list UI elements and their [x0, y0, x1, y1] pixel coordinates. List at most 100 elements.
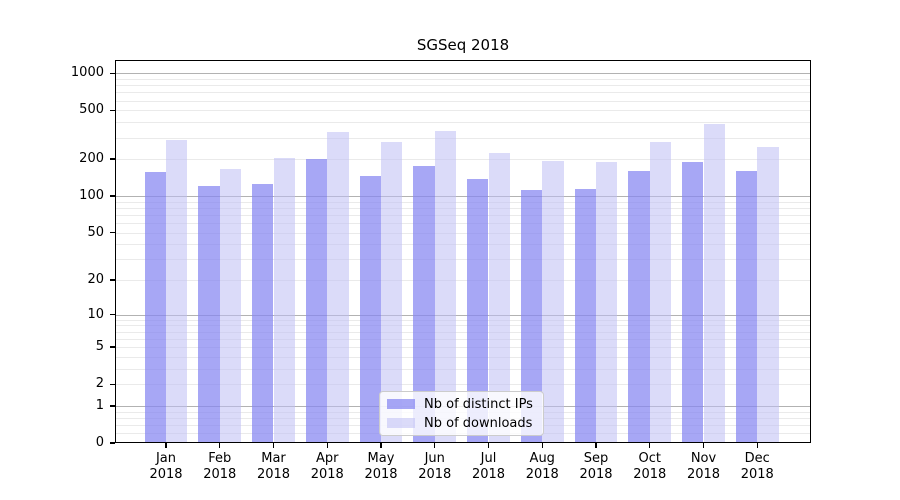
y-tick-mark-2 — [110, 383, 115, 385]
x-tick-label-aug: Aug 2018 — [514, 451, 570, 483]
bar-downloads-jan — [166, 140, 188, 443]
gridline-major-100 — [115, 195, 811, 198]
y-tick-mark-200 — [110, 158, 115, 160]
x-tick-label-dec: Dec 2018 — [729, 451, 785, 483]
y-tick-mark-1000 — [110, 72, 115, 74]
x-tick-year-may: 2018 — [364, 467, 398, 482]
x-tick-mark-jun — [434, 443, 436, 448]
y-tick-label-10: 10 — [87, 306, 104, 322]
gridline-minor-300 — [115, 137, 811, 139]
bar-downloads-jun — [434, 130, 457, 443]
gridline-minor-30 — [115, 259, 811, 261]
x-tick-mark-aug — [541, 443, 543, 448]
x-tick-year-nov: 2018 — [686, 467, 721, 482]
x-tick-year-jul: 2018 — [471, 467, 506, 482]
bar-distinct-ips-may — [359, 175, 381, 443]
chart-title: SGSeq 2018 — [416, 36, 510, 54]
bar-distinct-ips-apr — [305, 159, 328, 443]
y-tick-mark-0 — [110, 442, 115, 444]
gridline-minor-500 — [115, 110, 811, 112]
x-tick-label-apr: Apr 2018 — [299, 451, 355, 483]
y-tick-label-20: 20 — [87, 272, 104, 288]
x-tick-label-jan: Jan 2018 — [138, 451, 194, 483]
y-tick-mark-100 — [110, 195, 115, 197]
gridline-minor-60 — [115, 222, 811, 224]
x-tick-mark-may — [380, 443, 382, 448]
bar-downloads-oct — [649, 141, 672, 443]
bar-downloads-aug — [542, 161, 564, 443]
gridline-minor-7 — [115, 331, 811, 333]
bar-distinct-ips-sep — [574, 189, 596, 443]
gridline-minor-70 — [115, 214, 811, 216]
bar-downloads-nov — [703, 124, 725, 443]
x-tick-month-nov: Nov — [690, 451, 717, 466]
gridline-minor-50 — [115, 232, 811, 234]
gridline-minor-9 — [115, 319, 811, 321]
bar-distinct-ips-feb — [198, 185, 220, 443]
x-tick-year-sep: 2018 — [579, 467, 613, 482]
bar-distinct-ips-jun — [413, 165, 435, 443]
legend-item-downloads: Nb of downloads — [387, 416, 543, 431]
legend: Nb of distinct IPs Nb of downloads — [379, 391, 544, 436]
x-tick-label-jul: Jul 2018 — [461, 451, 517, 483]
x-tick-mark-dec — [756, 443, 758, 448]
x-tick-month-aug: Aug — [529, 451, 555, 466]
bar-distinct-ips-jan — [144, 171, 166, 443]
x-tick-mark-nov — [702, 443, 705, 448]
legend-swatch-downloads — [387, 418, 415, 428]
y-tick-mark-10 — [110, 314, 115, 316]
x-tick-year-oct: 2018 — [633, 467, 667, 482]
bar-downloads-dec — [757, 147, 779, 443]
bar-downloads-may — [381, 141, 403, 443]
x-tick-label-sep: Sep 2018 — [568, 451, 624, 483]
x-tick-mark-oct — [649, 443, 651, 448]
gridline-minor-4 — [115, 356, 811, 358]
bar-distinct-ips-jul — [467, 178, 489, 443]
plot-area — [115, 60, 811, 443]
y-tick-mark-1 — [110, 405, 115, 407]
legend-item-distinct-ips: Nb of distinct IPs — [387, 397, 543, 412]
x-tick-mark-feb — [219, 443, 221, 448]
gridline-minor-400 — [115, 122, 811, 124]
x-tick-label-feb: Feb 2018 — [192, 451, 248, 483]
x-tick-year-mar: 2018 — [256, 467, 291, 482]
x-tick-month-jan: Jan — [155, 451, 177, 466]
y-tick-label-1: 1 — [95, 397, 104, 413]
x-tick-mark-apr — [326, 443, 328, 448]
x-tick-month-apr: Apr — [316, 451, 339, 466]
y-tick-label-50: 50 — [87, 224, 104, 240]
bar-downloads-sep — [596, 161, 618, 443]
bar-downloads-mar — [273, 158, 295, 443]
gridline-minor-80 — [115, 207, 811, 209]
gridline-minor-900 — [115, 78, 811, 80]
x-tick-label-jun: Jun 2018 — [407, 451, 463, 483]
y-tick-label-5: 5 — [95, 339, 104, 355]
y-tick-mark-50 — [110, 231, 115, 234]
gridline-minor-700 — [115, 92, 811, 94]
x-tick-label-oct: Oct 2018 — [622, 451, 678, 483]
gridline-minor-200 — [115, 159, 811, 161]
bar-distinct-ips-nov — [682, 162, 704, 443]
x-tick-mark-mar — [272, 443, 275, 448]
y-tick-label-500: 500 — [79, 102, 104, 118]
x-tick-month-dec: Dec — [744, 451, 770, 466]
y-tick-label-0: 0 — [95, 435, 104, 450]
x-tick-month-may: May — [367, 451, 395, 466]
bar-downloads-jul — [488, 152, 510, 443]
legend-swatch-distinct-ips — [387, 399, 415, 409]
legend-label-downloads: Nb of downloads — [424, 415, 533, 431]
gridline-minor-800 — [115, 85, 811, 87]
x-tick-year-dec: 2018 — [740, 467, 774, 482]
y-tick-label-2: 2 — [95, 376, 104, 392]
x-tick-month-jun: Jun — [424, 451, 445, 466]
gridline-minor-8 — [115, 325, 811, 327]
x-tick-month-mar: Mar — [261, 451, 286, 466]
y-tick-mark-20 — [110, 279, 115, 281]
x-tick-label-mar: Mar 2018 — [246, 451, 302, 483]
x-tick-year-jan: 2018 — [149, 467, 183, 482]
x-tick-year-feb: 2018 — [203, 467, 237, 482]
y-tick-label-100: 100 — [79, 187, 104, 203]
x-tick-month-sep: Sep — [583, 451, 609, 466]
gridline-major-10 — [115, 314, 811, 316]
